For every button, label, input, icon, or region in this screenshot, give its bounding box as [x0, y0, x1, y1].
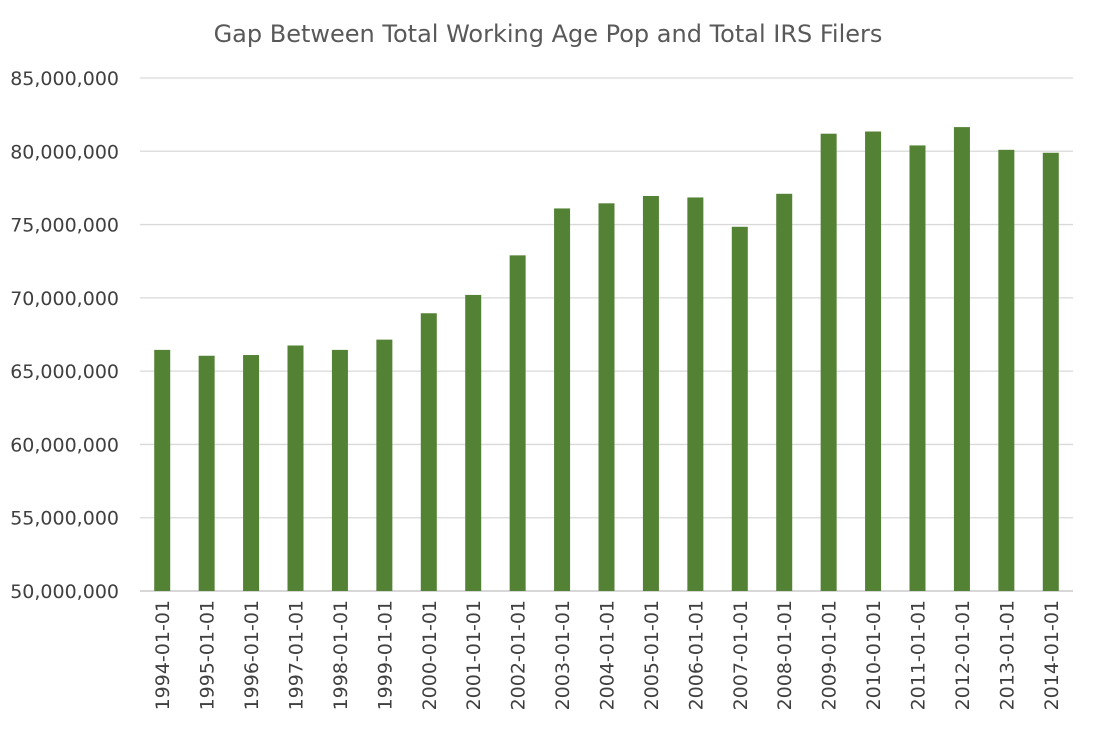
y-tick-label: 65,000,000	[10, 361, 119, 383]
x-tick-label: 2010-01-01	[863, 600, 885, 710]
y-tick-label: 55,000,000	[10, 508, 119, 530]
x-tick-label: 1998-01-01	[330, 600, 352, 710]
y-tick-label: 50,000,000	[10, 581, 119, 603]
bar	[776, 193, 793, 591]
x-tick-label: 2014-01-01	[1041, 600, 1063, 710]
x-tick-label: 2009-01-01	[819, 600, 841, 710]
bar	[820, 133, 837, 591]
x-tick-label: 1994-01-01	[152, 600, 174, 710]
y-tick-label: 80,000,000	[10, 141, 119, 163]
bar	[687, 197, 704, 591]
bar	[953, 127, 970, 591]
x-tick-label: 2002-01-01	[508, 600, 530, 710]
y-tick-label: 85,000,000	[10, 68, 119, 90]
x-tick-label: 2008-01-01	[774, 600, 796, 710]
bar	[331, 349, 348, 591]
x-axis-tick-labels: 1994-01-01 1995-01-01 1996-01-01 1997-01-01…	[152, 600, 1063, 710]
bar	[554, 208, 571, 591]
x-tick-label: 1999-01-01	[374, 600, 396, 710]
x-tick-label: 2000-01-01	[419, 600, 441, 710]
x-tick-label: 2004-01-01	[597, 600, 619, 710]
x-tick-label: 2003-01-01	[552, 600, 574, 710]
bar	[998, 149, 1015, 591]
bar	[198, 355, 215, 591]
x-tick-label: 2012-01-01	[952, 600, 974, 710]
bar	[909, 145, 926, 591]
bar	[642, 195, 659, 592]
bar	[509, 255, 526, 591]
bar	[865, 131, 882, 591]
y-tick-label: 75,000,000	[10, 215, 119, 237]
x-tick-label: 1995-01-01	[197, 600, 219, 710]
x-tick-label: 2005-01-01	[641, 600, 663, 710]
bar	[154, 349, 171, 591]
x-tick-label: 2006-01-01	[685, 600, 707, 710]
x-tick-label: 2001-01-01	[463, 600, 485, 710]
bar	[598, 203, 615, 591]
x-tick-label: 2011-01-01	[908, 600, 930, 710]
bar	[287, 345, 304, 591]
chart-title: Gap Between Total Working Age Pop and To…	[214, 20, 883, 48]
y-tick-label: 70,000,000	[10, 288, 119, 310]
x-tick-label: 2007-01-01	[730, 600, 752, 710]
y-tick-label: 60,000,000	[10, 434, 119, 456]
x-tick-label: 2013-01-01	[996, 600, 1018, 710]
bar	[243, 355, 260, 591]
bar	[376, 339, 393, 591]
x-tick-label: 1996-01-01	[241, 600, 263, 710]
bar	[731, 226, 748, 591]
bar	[1042, 152, 1059, 591]
bars	[154, 127, 1059, 592]
bar	[420, 313, 437, 591]
x-tick-label: 1997-01-01	[286, 600, 308, 710]
bar	[465, 294, 482, 591]
y-axis-tick-labels: 50,000,000 55,000,000 60,000,000 65,000,000…	[10, 68, 119, 603]
